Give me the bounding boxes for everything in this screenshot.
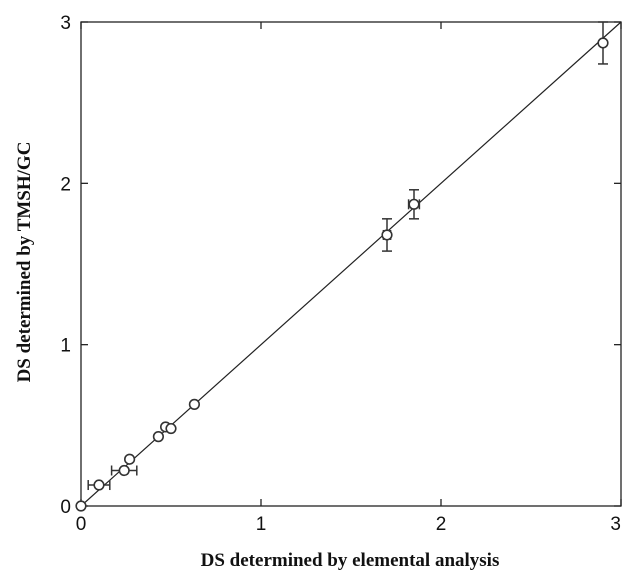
x-tick-label: 0 — [76, 514, 87, 535]
x-axis-title: DS determined by elemental analysis — [201, 550, 500, 571]
plot-frame — [80, 21, 622, 507]
data-point — [152, 431, 164, 443]
x-tick-label: 1 — [256, 514, 267, 535]
data-point — [188, 398, 200, 410]
data-point — [381, 229, 393, 241]
y-tick-label: 0 — [60, 497, 71, 518]
data-point — [118, 464, 130, 477]
data-point — [124, 453, 136, 465]
y-tick-label: 2 — [60, 174, 71, 195]
plot-area: 0 1 2 3 0 1 2 3 — [60, 13, 622, 535]
data-point — [93, 479, 105, 491]
data-point — [597, 37, 609, 49]
y-tick-label: 3 — [60, 13, 71, 34]
data-point — [165, 422, 177, 435]
x-tick-label: 2 — [436, 514, 447, 535]
x-tick-label: 3 — [610, 514, 621, 535]
y-axis-title: DS determined by TMSH/GC — [14, 142, 35, 383]
data-point — [408, 198, 420, 210]
data-point — [75, 500, 87, 512]
y-tick-label: 1 — [60, 336, 71, 357]
